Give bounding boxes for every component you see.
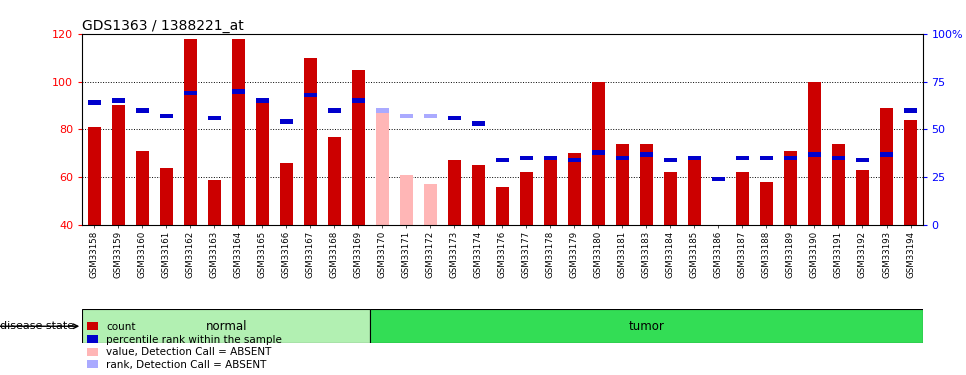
Bar [496,158,509,162]
Bar [352,98,365,103]
Bar [400,114,412,118]
Bar [111,98,125,103]
Text: GDS1363 / 1388221_at: GDS1363 / 1388221_at [82,19,243,33]
Bar [208,180,221,225]
Bar [544,160,557,225]
Bar [496,187,509,225]
Bar [639,144,653,225]
Bar [471,121,485,126]
Bar [736,172,749,225]
Bar [832,156,845,160]
Bar [184,39,197,225]
Bar [82,309,370,343]
Bar [135,108,149,112]
Bar [447,116,461,120]
Bar [88,100,100,105]
Bar [208,116,221,120]
Bar [256,98,269,103]
Legend: count, percentile rank within the sample, value, Detection Call = ABSENT, rank, : count, percentile rank within the sample… [87,322,282,370]
Bar [88,127,100,225]
Bar [783,156,797,160]
Text: disease state: disease state [0,321,74,331]
Bar [568,153,581,225]
Bar [376,108,389,225]
Bar [232,89,244,93]
Bar [279,119,293,124]
Bar [664,158,677,162]
Bar [783,151,797,225]
Bar [303,58,317,225]
Bar [639,152,653,157]
Bar [376,108,389,112]
Bar [352,70,365,225]
Bar [135,151,149,225]
Text: tumor: tumor [629,320,665,333]
Bar [808,82,821,225]
Bar [736,156,749,160]
Bar [471,165,485,225]
Bar [808,152,821,157]
Bar [400,175,412,225]
Bar [159,168,173,225]
Bar [712,177,725,182]
Bar [856,170,869,225]
Bar [904,108,917,112]
Bar [424,114,437,118]
Bar [880,108,894,225]
Bar [111,105,125,225]
Bar [880,152,894,157]
Bar [592,150,605,155]
Bar [568,158,581,162]
Bar [592,82,605,225]
Bar [520,156,533,160]
Bar [256,103,269,225]
Bar [232,39,244,225]
Bar [832,144,845,225]
Bar [447,160,461,225]
Bar [370,309,923,343]
Bar [424,184,437,225]
Bar [303,93,317,98]
Bar [159,114,173,118]
Bar [520,172,533,225]
Bar [688,156,701,160]
Bar [279,163,293,225]
Bar [760,156,773,160]
Bar [615,156,629,160]
Bar [904,120,917,225]
Text: normal: normal [206,320,247,333]
Bar [760,182,773,225]
Bar [615,144,629,225]
Bar [327,108,341,112]
Bar [544,156,557,160]
Bar [327,136,341,225]
Bar [664,172,677,225]
Bar [184,91,197,95]
Bar [856,158,869,162]
Bar [688,158,701,225]
